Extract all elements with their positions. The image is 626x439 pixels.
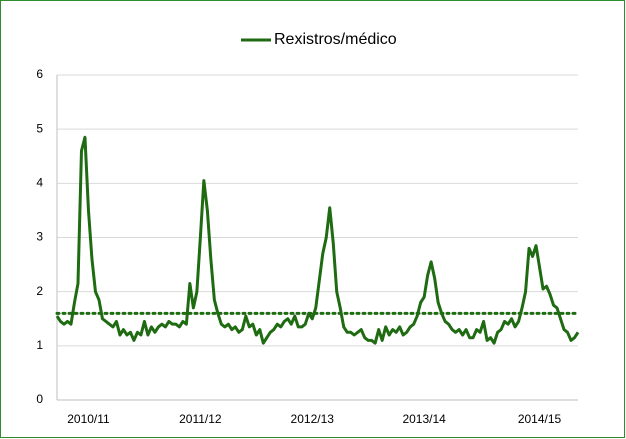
- x-tick-label: 2011/12: [179, 412, 222, 426]
- x-tick-label: 2013/14: [402, 412, 446, 426]
- x-tick-label: 2010/11: [67, 412, 110, 426]
- y-tick-label: 6: [36, 67, 43, 81]
- data-line: [55, 135, 580, 345]
- y-tick-label: 4: [36, 176, 43, 190]
- y-tick-label: 2: [36, 284, 43, 298]
- y-tick-label: 1: [36, 338, 43, 352]
- y-tick-label: 5: [36, 121, 43, 135]
- x-tick-label: 2014/15: [518, 412, 562, 426]
- y-tick-label: 0: [36, 392, 43, 406]
- y-tick-label: 3: [36, 230, 43, 244]
- x-tick-label: 2012/13: [291, 412, 335, 426]
- legend-label: Rexistros/médico: [274, 31, 397, 48]
